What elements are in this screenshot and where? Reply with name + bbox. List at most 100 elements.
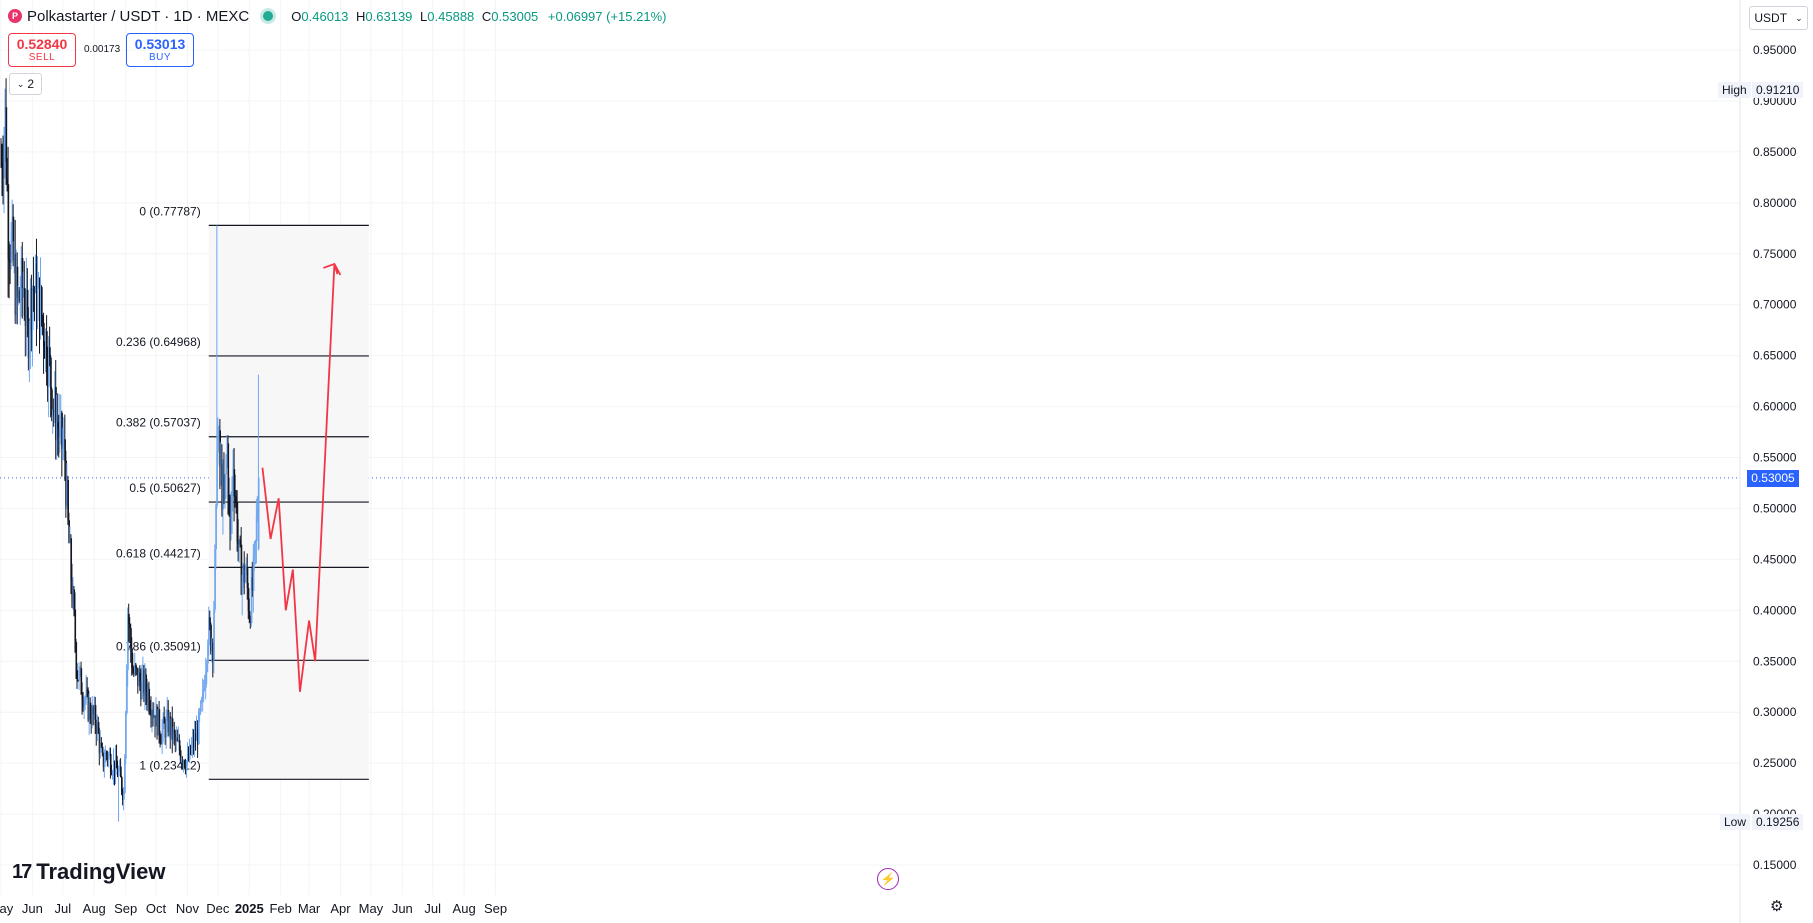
candle [14, 219, 17, 324]
candle [41, 285, 43, 327]
candle [233, 447, 236, 522]
sell-button[interactable]: 0.52840 SELL [8, 33, 76, 67]
candle [27, 307, 30, 371]
candle [105, 750, 108, 761]
candle [257, 374, 260, 551]
candle [194, 720, 196, 757]
candle [171, 706, 174, 754]
candle [159, 731, 162, 748]
candle [58, 414, 60, 458]
high-marker-label: High [1718, 82, 1751, 98]
candle [16, 252, 19, 325]
candle [106, 750, 109, 767]
candle [59, 393, 61, 453]
candle [117, 760, 119, 778]
candle [86, 677, 89, 698]
candle [236, 490, 239, 552]
candle [63, 417, 65, 461]
candle [64, 414, 66, 481]
fib-level-label: 0.618 (0.44217) [116, 546, 201, 560]
x-tick-label: Nov [176, 901, 200, 916]
candle [55, 360, 57, 460]
candle [153, 702, 156, 719]
candle [125, 710, 127, 765]
candle [85, 674, 88, 705]
fib-level-label: 0.236 (0.64968) [116, 335, 201, 349]
candle [231, 476, 234, 534]
candle [69, 526, 72, 544]
candle [9, 244, 12, 285]
events-icon[interactable]: ⚡ [877, 868, 899, 890]
candle [228, 477, 231, 517]
candle [131, 637, 133, 676]
candle [246, 553, 249, 600]
candle [103, 749, 106, 778]
candle [178, 734, 181, 756]
candle [2, 135, 5, 205]
chevron-down-icon: ⌄ [16, 78, 25, 89]
collapse-indicators-button[interactable]: ⌄ 2 [9, 73, 42, 95]
x-tick-label: Sep [114, 901, 137, 916]
candle [35, 238, 38, 347]
candle [57, 393, 59, 456]
candle [197, 720, 199, 759]
y-tick-label: 0.85000 [1753, 145, 1797, 159]
candle [155, 697, 158, 727]
candle [77, 679, 80, 682]
buy-button[interactable]: 0.53013 BUY [126, 33, 194, 67]
x-tick-label: Jun [22, 901, 43, 916]
candle [200, 700, 202, 716]
candle [185, 760, 188, 778]
candle [97, 716, 100, 735]
ohlc-readout: O0.46013 H0.63139 L0.45888 C0.53005 +0.0… [291, 8, 667, 24]
x-tick-label: Mar [298, 901, 321, 916]
candle [44, 340, 46, 359]
y-tick-label: 0.25000 [1753, 756, 1797, 770]
candle [6, 157, 9, 192]
y-tick-label: 0.45000 [1753, 552, 1797, 566]
candle [25, 257, 28, 356]
x-tick-label: Sep [484, 901, 507, 916]
candle [75, 639, 78, 679]
candle [148, 681, 151, 715]
candle [28, 321, 31, 383]
candle [89, 697, 92, 724]
candle [83, 696, 86, 719]
candle [150, 696, 153, 728]
candle [22, 271, 25, 298]
candle [160, 733, 163, 745]
candle [247, 582, 250, 619]
candle [190, 744, 192, 756]
x-tick-label: May [0, 901, 14, 916]
candle [170, 718, 173, 740]
candle [21, 242, 24, 319]
symbol-title[interactable]: Polkastarter / USDT · 1D · MEXC [27, 7, 250, 25]
candle [183, 759, 186, 769]
candle [122, 788, 124, 806]
high-value: 0.63139 [365, 8, 413, 24]
candle [202, 678, 204, 712]
candle [68, 512, 70, 544]
chevron-down-icon: ⌄ [1795, 12, 1803, 23]
candle [161, 719, 164, 755]
candle [96, 714, 99, 742]
gear-icon[interactable]: ⚙ [1770, 898, 1784, 915]
candle [13, 240, 16, 274]
candle [26, 268, 29, 338]
symbol-header: P Polkastarter / USDT · 1D · MEXC O0.460… [8, 6, 666, 26]
candle [52, 409, 54, 434]
candle [90, 705, 93, 734]
candle [242, 562, 245, 589]
candle [158, 700, 161, 744]
candle [8, 241, 11, 299]
candle [121, 775, 123, 796]
fib-level-label: 1 (0.23412) [139, 758, 200, 772]
candle [167, 700, 170, 737]
low-value: 0.45888 [427, 8, 475, 24]
y-tick-label: 0.55000 [1753, 451, 1797, 465]
candle [139, 665, 141, 691]
candle [219, 419, 221, 490]
currency-selector[interactable]: USDT ⌄ [1749, 6, 1808, 30]
candle [237, 519, 240, 562]
